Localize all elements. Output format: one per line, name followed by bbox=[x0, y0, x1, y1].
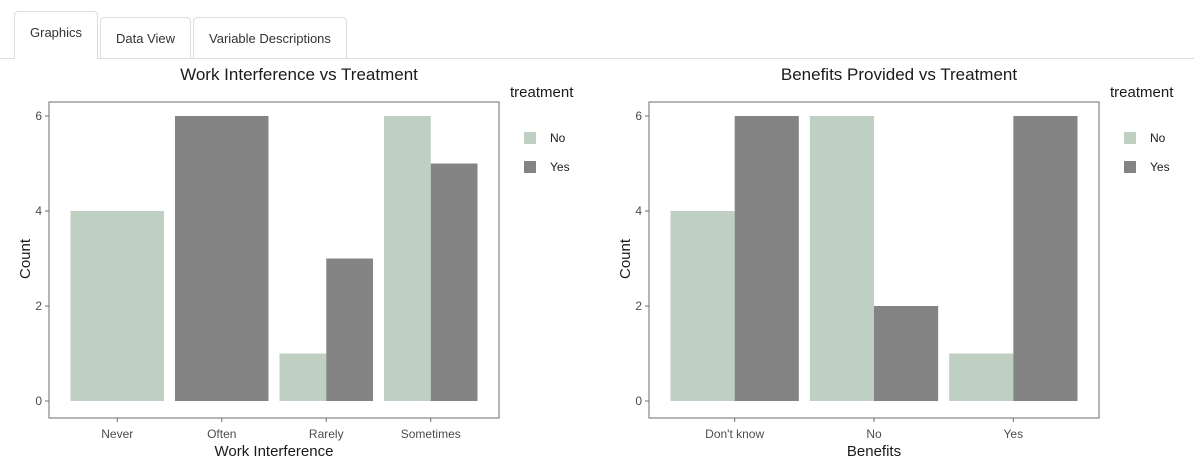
legend-swatch-yes bbox=[1124, 161, 1136, 173]
x-tick-label: Rarely bbox=[309, 427, 344, 441]
y-axis-label: Count bbox=[17, 238, 34, 279]
legend-title: treatment bbox=[1110, 84, 1174, 101]
y-tick-label: 4 bbox=[635, 204, 642, 218]
legend: No Yes bbox=[1124, 131, 1170, 174]
legend-swatch-no bbox=[524, 132, 536, 144]
tab-data-view[interactable]: Data View bbox=[100, 17, 192, 58]
benefits-provided-chart: Benefits Provided vs Treatment Count Ben… bbox=[617, 65, 1174, 460]
y-tick-label: 0 bbox=[35, 394, 42, 408]
plot-area: Don't know No Yes 0 2 4 6 bbox=[635, 101, 1100, 441]
work-interference-chart: Work Interference vs Treatment Count Wor… bbox=[17, 65, 574, 460]
bar-yes bbox=[1013, 116, 1078, 401]
tab-bar: Graphics Data View Variable Descriptions bbox=[0, 11, 1194, 59]
bar-yes bbox=[734, 116, 799, 401]
y-tick-label: 6 bbox=[635, 109, 642, 123]
legend: No Yes bbox=[524, 131, 570, 174]
bar-no bbox=[809, 116, 874, 401]
x-tick-label: No bbox=[866, 427, 882, 441]
x-tick-label: Sometimes bbox=[401, 427, 461, 441]
legend-swatch-no bbox=[1124, 132, 1136, 144]
legend-label-yes: Yes bbox=[1150, 160, 1170, 174]
legend-swatch-yes bbox=[524, 161, 536, 173]
y-tick-label: 0 bbox=[635, 394, 642, 408]
bar-no bbox=[279, 353, 327, 401]
bar-no bbox=[949, 353, 1014, 401]
legend-label-no: No bbox=[1150, 131, 1166, 145]
plot-area: Never Often Rarely Sometimes 0 2 4 6 bbox=[35, 101, 500, 441]
legend-title: treatment bbox=[510, 84, 574, 101]
bar-no bbox=[670, 211, 735, 401]
bar-yes bbox=[874, 306, 939, 401]
y-tick-label: 6 bbox=[35, 109, 42, 123]
bar-no bbox=[70, 211, 164, 401]
legend-label-yes: Yes bbox=[550, 160, 570, 174]
x-tick-label: Often bbox=[207, 427, 236, 441]
legend-label-no: No bbox=[550, 131, 566, 145]
tab-variable-descriptions[interactable]: Variable Descriptions bbox=[193, 17, 347, 58]
x-tick-label: Yes bbox=[1004, 427, 1024, 441]
chart-title: Work Interference vs Treatment bbox=[180, 65, 418, 84]
tab-graphics[interactable]: Graphics bbox=[14, 11, 99, 59]
chart-title: Benefits Provided vs Treatment bbox=[781, 65, 1018, 84]
y-tick-label: 2 bbox=[35, 299, 42, 313]
bar-yes bbox=[326, 258, 373, 401]
x-axis-label: Work Interference bbox=[215, 443, 334, 460]
x-tick-label: Never bbox=[101, 427, 133, 441]
y-tick-label: 2 bbox=[635, 299, 642, 313]
x-axis-label: Benefits bbox=[847, 443, 901, 460]
y-tick-label: 4 bbox=[35, 204, 42, 218]
bar-yes bbox=[175, 116, 269, 401]
y-axis-label: Count bbox=[617, 238, 634, 279]
x-tick-label: Don't know bbox=[705, 427, 764, 441]
bar-yes bbox=[430, 163, 478, 401]
bar-no bbox=[384, 116, 431, 401]
